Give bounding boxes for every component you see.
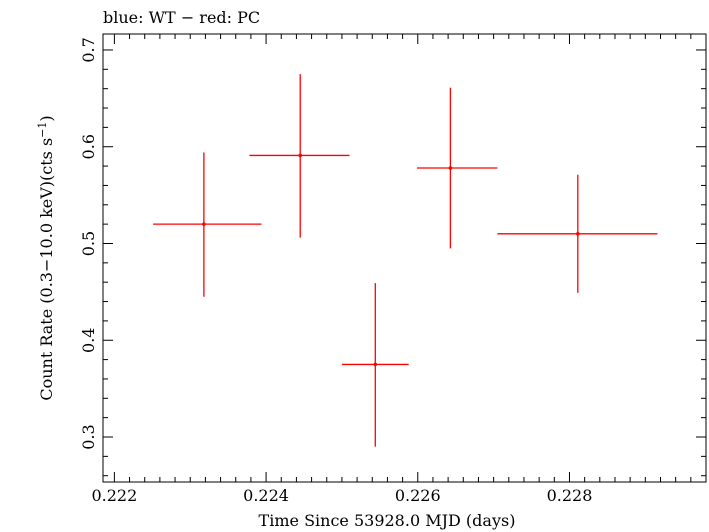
plot-frame <box>102 33 707 483</box>
x-tick-label: 0.228 <box>547 486 593 505</box>
y-axis-label-main: Count Rate (0.3−10.0 keV)(cts s <box>37 138 56 401</box>
y-tick-label: 0.4 <box>79 328 98 353</box>
x-tick-label: 0.224 <box>243 486 289 505</box>
data-points <box>153 74 658 447</box>
chart-title: blue: WT − red: PC <box>103 8 260 27</box>
data-point <box>417 87 498 249</box>
data-point <box>341 283 409 447</box>
y-axis-label-sup: −1 <box>36 122 49 138</box>
y-tick-label: 0.6 <box>79 134 98 159</box>
y-tick-label: 0.7 <box>79 37 98 62</box>
x-tick-label: 0.226 <box>395 486 441 505</box>
x-axis-label: Time Since 53928.0 MJD (days) <box>259 511 516 530</box>
y-axis-label-end: ) <box>37 115 56 121</box>
y-axis-label: Count Rate (0.3−10.0 keV)(cts s−1) <box>36 115 56 400</box>
data-marker <box>298 153 303 158</box>
data-point <box>153 152 262 297</box>
data-marker <box>448 166 453 170</box>
y-tick-label: 0.5 <box>79 231 98 256</box>
data-marker <box>202 222 206 226</box>
data-point <box>497 174 658 293</box>
y-tick-label: 0.3 <box>79 424 98 449</box>
x-tick-labels: 0.222 0.224 0.226 0.228 <box>91 486 592 505</box>
x-tick-label: 0.222 <box>91 486 137 505</box>
data-marker <box>576 232 580 236</box>
y-tick-labels: 0.3 0.4 0.5 0.6 0.7 <box>79 37 98 449</box>
axis-ticks <box>103 34 707 482</box>
data-marker <box>373 362 378 367</box>
data-point <box>249 74 350 238</box>
